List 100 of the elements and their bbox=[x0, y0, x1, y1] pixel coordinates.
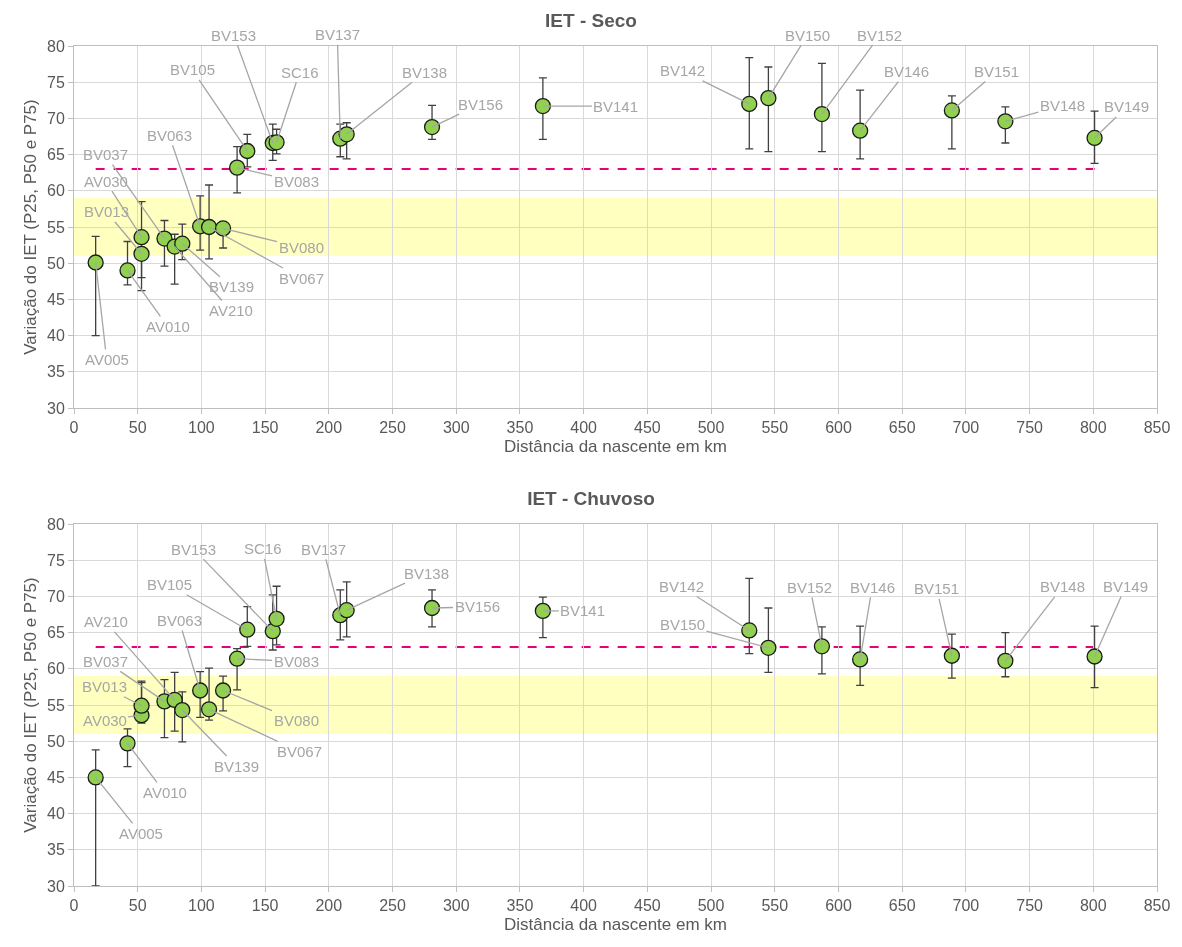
point bbox=[338, 601, 355, 618]
point bbox=[851, 650, 869, 668]
y-tick-label: 75 bbox=[47, 551, 65, 569]
x-tick-label: 350 bbox=[506, 896, 534, 914]
annotation: AV010 bbox=[143, 783, 187, 801]
annotation: BV105 bbox=[170, 61, 216, 78]
annotation: BV146 bbox=[884, 63, 930, 80]
annotation: BV139 bbox=[209, 278, 255, 295]
point bbox=[741, 621, 758, 639]
x-tick-label: 0 bbox=[69, 419, 79, 437]
x-tick-label: 800 bbox=[1079, 896, 1107, 914]
point bbox=[239, 142, 256, 160]
point bbox=[997, 652, 1014, 669]
annotation: AV210 bbox=[84, 612, 128, 630]
y-tick-label: 35 bbox=[47, 840, 65, 858]
annotation: BV142 bbox=[660, 62, 706, 79]
point bbox=[1086, 647, 1103, 665]
annotation: SC16 bbox=[244, 539, 282, 557]
point bbox=[200, 700, 218, 717]
x-tick-label: 600 bbox=[825, 896, 852, 914]
x-tick-label: 750 bbox=[1016, 896, 1044, 914]
y-tick-label: 75 bbox=[47, 73, 65, 91]
point bbox=[119, 734, 136, 752]
y-tick-label: 50 bbox=[47, 254, 65, 272]
y-tick-label: 55 bbox=[47, 218, 65, 236]
annotation: BV137 bbox=[301, 540, 347, 558]
annotation: BV080 bbox=[274, 711, 320, 729]
y-tick-label: 45 bbox=[47, 768, 65, 786]
point bbox=[741, 95, 758, 113]
point bbox=[534, 602, 552, 619]
point bbox=[133, 228, 150, 246]
annotation: BV152 bbox=[787, 578, 833, 596]
point bbox=[813, 105, 831, 123]
y-tick-label: 40 bbox=[47, 804, 65, 822]
annotation: BV152 bbox=[857, 27, 903, 44]
annotation: BV148 bbox=[1040, 97, 1086, 114]
point bbox=[268, 610, 285, 627]
point bbox=[119, 262, 136, 279]
x-tick-label: 400 bbox=[570, 896, 598, 914]
x-tick-label: 200 bbox=[315, 896, 343, 914]
x-tick-label: 700 bbox=[952, 419, 980, 437]
annotation: AV005 bbox=[85, 351, 129, 368]
y-axis-title: Variação do IET (P25, P50 e P75) bbox=[20, 99, 40, 355]
x-tick-label: 250 bbox=[379, 419, 406, 437]
x-tick-label: 550 bbox=[761, 419, 789, 437]
x-tick-label: 150 bbox=[251, 419, 279, 437]
point bbox=[1086, 129, 1103, 147]
y-tick-label: 55 bbox=[47, 696, 65, 714]
y-tick-label: 30 bbox=[47, 877, 65, 895]
point bbox=[760, 639, 777, 656]
annotation: BV080 bbox=[279, 239, 325, 256]
x-tick-label: 550 bbox=[761, 896, 789, 914]
annotation: BV146 bbox=[850, 578, 896, 596]
annotation: BV138 bbox=[404, 564, 450, 582]
x-axis-title: Distância da nascente em km bbox=[504, 436, 727, 456]
y-tick-label: 80 bbox=[47, 515, 65, 533]
annotation: BV149 bbox=[1104, 98, 1150, 115]
x-tick-label: 100 bbox=[188, 896, 215, 914]
annotation: BV150 bbox=[785, 27, 831, 44]
x-tick-label: 300 bbox=[442, 896, 470, 914]
y-tick-label: 80 bbox=[47, 37, 65, 55]
x-axis-title: Distância da nascente em km bbox=[504, 914, 727, 934]
y-tick-label: 30 bbox=[47, 399, 65, 417]
point bbox=[997, 113, 1014, 130]
annotation: BV067 bbox=[277, 742, 323, 760]
point bbox=[192, 681, 209, 699]
annotation: BV150 bbox=[660, 615, 706, 633]
x-tick-label: 650 bbox=[888, 896, 916, 914]
y-axis-title: Variação do IET (P25, P50 e P75) bbox=[20, 576, 40, 833]
chart-title: IET - Chuvoso bbox=[527, 487, 655, 509]
annotation: BV137 bbox=[315, 26, 361, 43]
annotation: BV037 bbox=[83, 146, 129, 163]
point bbox=[174, 235, 191, 252]
x-tick-label: 100 bbox=[188, 419, 215, 437]
point bbox=[228, 159, 246, 176]
annotation: BV067 bbox=[279, 270, 325, 287]
annotation: BV083 bbox=[274, 173, 320, 190]
chart-title: IET - Seco bbox=[545, 10, 637, 32]
y-tick-label: 60 bbox=[47, 659, 65, 677]
point bbox=[943, 102, 961, 119]
annotation: BV151 bbox=[974, 63, 1020, 80]
annotation: BV063 bbox=[157, 611, 203, 629]
point bbox=[943, 647, 961, 664]
y-tick-label: 60 bbox=[47, 182, 65, 200]
annotation: SC16 bbox=[281, 64, 319, 81]
point bbox=[423, 599, 441, 616]
x-tick-label: 500 bbox=[697, 896, 725, 914]
annotation: BV153 bbox=[211, 27, 257, 44]
x-tick-label: 50 bbox=[128, 419, 147, 437]
point bbox=[813, 637, 831, 654]
annotation: AV210 bbox=[209, 302, 253, 319]
point bbox=[133, 697, 150, 714]
annotation: BV153 bbox=[171, 540, 217, 558]
point bbox=[87, 254, 104, 271]
y-tick-label: 35 bbox=[47, 363, 65, 381]
x-tick-label: 400 bbox=[570, 419, 598, 437]
annotation: AV030 bbox=[83, 711, 127, 729]
annotation: BV151 bbox=[914, 579, 960, 597]
y-tick-label: 70 bbox=[47, 110, 65, 127]
x-tick-label: 650 bbox=[888, 419, 916, 437]
